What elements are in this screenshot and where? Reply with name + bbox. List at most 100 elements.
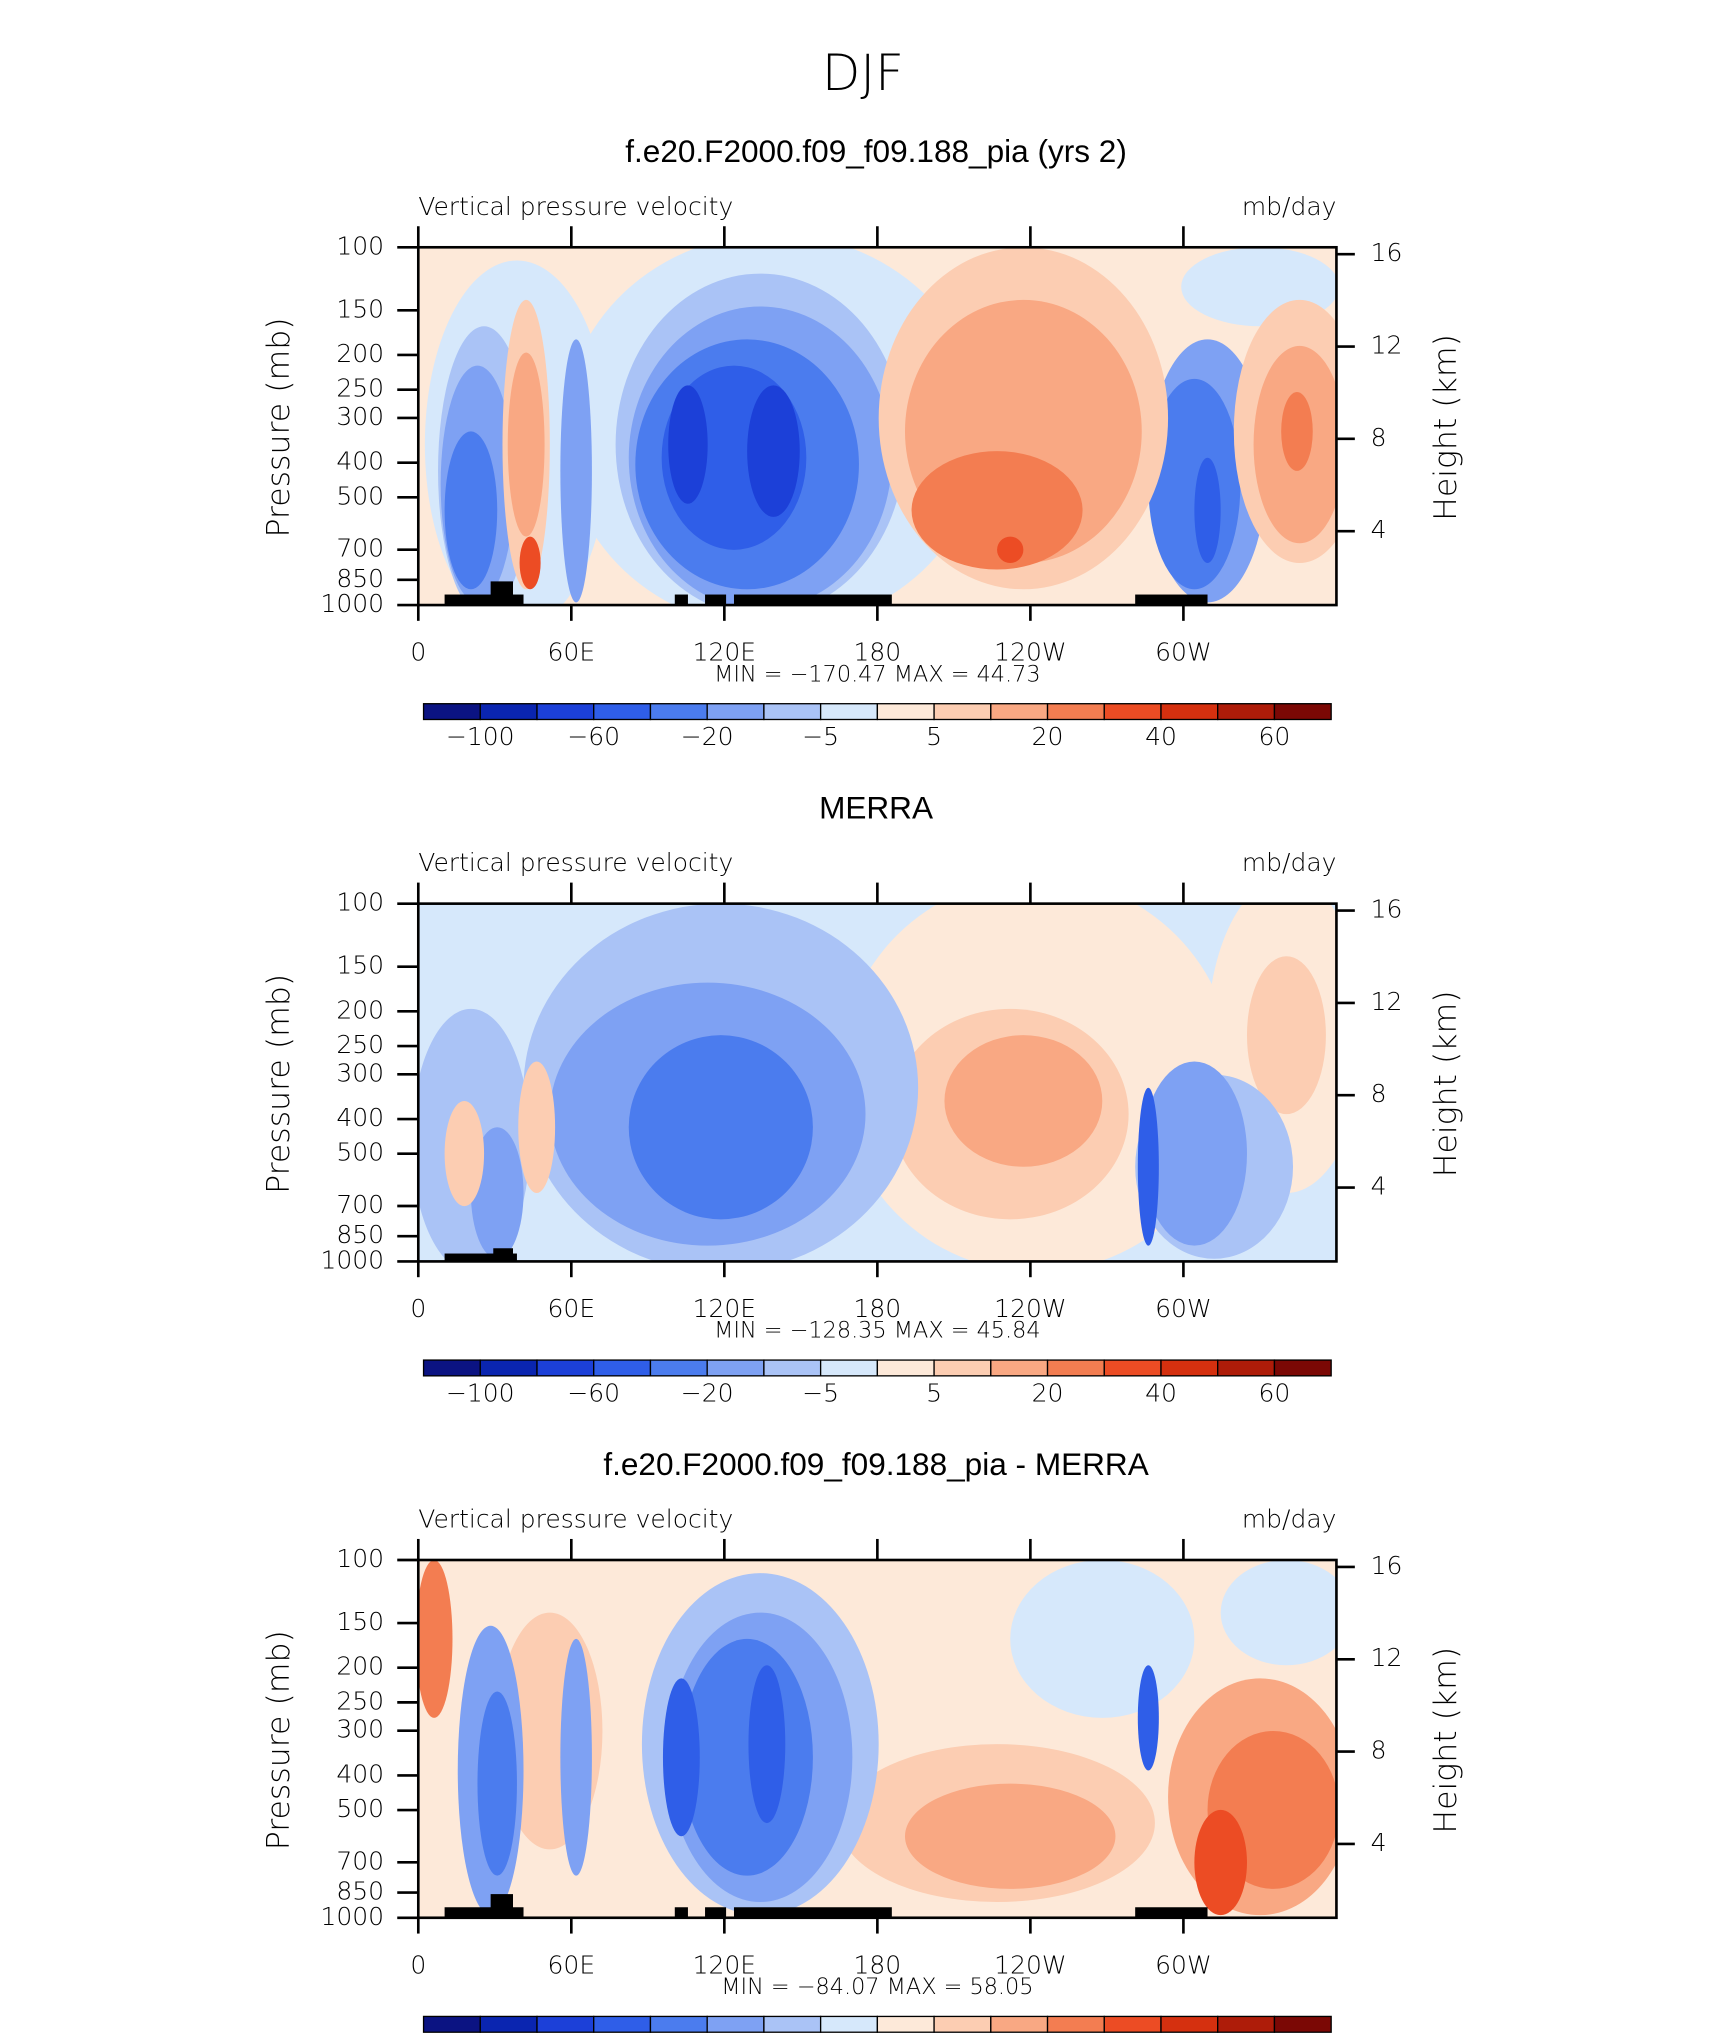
contour-region xyxy=(560,1638,592,1876)
y-tick-label: 150 xyxy=(336,951,384,980)
colorbar-label: −50 xyxy=(454,2035,507,2038)
colorbar-box xyxy=(1160,2015,1219,2033)
colorbar-box xyxy=(990,2015,1049,2033)
colorbar-label: 60 xyxy=(1259,722,1291,751)
colorbar-box xyxy=(593,703,652,721)
contour-field xyxy=(418,247,1337,606)
y-tick-label: 100 xyxy=(336,231,384,260)
colorbar-label: 20 xyxy=(1032,722,1064,751)
topography xyxy=(444,1253,517,1262)
contour-region xyxy=(1281,391,1313,471)
colorbar-box xyxy=(1046,1359,1105,1377)
y-tick-label: 850 xyxy=(336,1220,384,1249)
y-tick-label: 300 xyxy=(336,1715,384,1744)
stats: MIN = −170.47 MAX = 44.73 xyxy=(714,661,1041,687)
topography xyxy=(733,594,892,606)
x-tick-label: 120W xyxy=(994,638,1066,667)
contour-region xyxy=(628,1035,813,1220)
contour-region xyxy=(477,1691,517,1876)
colorbar-label: 0 xyxy=(869,2035,885,2038)
panel-title: MERRA xyxy=(819,790,933,826)
contour-region xyxy=(997,536,1024,563)
y-tick-label: 850 xyxy=(336,1877,384,1906)
colorbar-label: 20 xyxy=(1032,1378,1064,1407)
y2-tick-label: 4 xyxy=(1371,515,1387,544)
colorbar-box xyxy=(1273,2015,1332,2033)
topography xyxy=(674,594,688,606)
colorbar-label: −30 xyxy=(567,2035,620,2038)
y2-tick-label: 8 xyxy=(1371,423,1387,452)
topography xyxy=(1135,1907,1208,1918)
x-tick-label: 60W xyxy=(1155,638,1212,667)
colorbar-label: 20 xyxy=(1088,2035,1120,2038)
colorbar-label: −20 xyxy=(681,1378,734,1407)
y-tick-label: 700 xyxy=(336,1846,384,1875)
x-tick-label: 120E xyxy=(693,638,756,667)
colorbar-box xyxy=(1217,2015,1276,2033)
y-tick-label: 1000 xyxy=(320,589,384,618)
colorbar-label: −40 xyxy=(511,2035,564,2038)
contour-region xyxy=(1010,1560,1195,1718)
left-string: Vertical pressure velocity xyxy=(418,192,733,221)
y-tick-label: 850 xyxy=(336,564,384,593)
y2-tick-label: 8 xyxy=(1371,1079,1387,1108)
y-tick-label: 1000 xyxy=(320,1902,384,1931)
contour-region xyxy=(444,1100,485,1207)
topography xyxy=(444,594,524,606)
y2-tick-label: 12 xyxy=(1371,1643,1403,1672)
contour-region xyxy=(681,1638,813,1876)
colorbar-label: −5 xyxy=(802,1378,839,1407)
y-tick-label: 500 xyxy=(336,1138,384,1167)
y-axis-label: Pressure (mb) xyxy=(261,317,297,537)
colorbar-box xyxy=(876,1359,935,1377)
y-tick-label: 250 xyxy=(336,1030,384,1059)
y-tick-label: 150 xyxy=(336,1607,384,1636)
topography xyxy=(705,594,727,606)
contour-region xyxy=(1194,1809,1247,1916)
x-tick-label: 120E xyxy=(693,1294,756,1323)
colorbar-box xyxy=(479,1359,538,1377)
colorbar-box xyxy=(933,2015,992,2033)
y-tick-label: 400 xyxy=(336,1759,384,1788)
y-tick-label: 200 xyxy=(336,1652,384,1681)
colorbar-box xyxy=(1046,2015,1105,2033)
y2-tick-label: 4 xyxy=(1371,1172,1387,1201)
colorbar-box xyxy=(422,1359,481,1377)
y2-tick-label: 12 xyxy=(1371,987,1403,1016)
colorbar-box xyxy=(933,1359,992,1377)
y-tick-label: 700 xyxy=(336,1190,384,1219)
colorbar-box xyxy=(706,1359,765,1377)
contour-region xyxy=(1137,1665,1159,1771)
colorbar-label: 5 xyxy=(926,2035,942,2038)
topography xyxy=(705,1907,727,1918)
page-title: DJF xyxy=(822,44,904,102)
contour-region xyxy=(944,1035,1103,1167)
colorbar-box xyxy=(763,703,822,721)
colorbar-box xyxy=(990,1359,1049,1377)
colorbar-label: −100 xyxy=(446,1378,515,1407)
x-tick-label: 180 xyxy=(854,1294,902,1323)
contour-region xyxy=(518,1061,556,1194)
x-tick-label: 0 xyxy=(410,1950,426,1979)
colorbar-box xyxy=(876,2015,935,2033)
x-tick-label: 180 xyxy=(854,1950,902,1979)
colorbar-box xyxy=(422,2015,481,2033)
contour-region xyxy=(560,339,592,603)
x-tick-label: 60E xyxy=(548,638,596,667)
right-string: mb/day xyxy=(1242,1505,1337,1534)
contour-region xyxy=(507,352,545,537)
x-tick-label: 120W xyxy=(994,1294,1066,1323)
y-tick-label: 500 xyxy=(336,481,384,510)
colorbar-label: 50 xyxy=(1259,2035,1291,2038)
contour-region xyxy=(1194,457,1221,563)
colorbar-label: 40 xyxy=(1202,2035,1234,2038)
colorbar-label: −20 xyxy=(624,2035,677,2038)
colorbar-label: −60 xyxy=(567,1378,620,1407)
colorbar-label: 5 xyxy=(926,722,942,751)
colorbar-label: −5 xyxy=(802,722,839,751)
topography xyxy=(674,1907,688,1918)
topography xyxy=(733,1907,892,1918)
x-tick-label: 60E xyxy=(548,1294,596,1323)
topography xyxy=(490,581,513,606)
x-tick-label: 180 xyxy=(854,638,902,667)
